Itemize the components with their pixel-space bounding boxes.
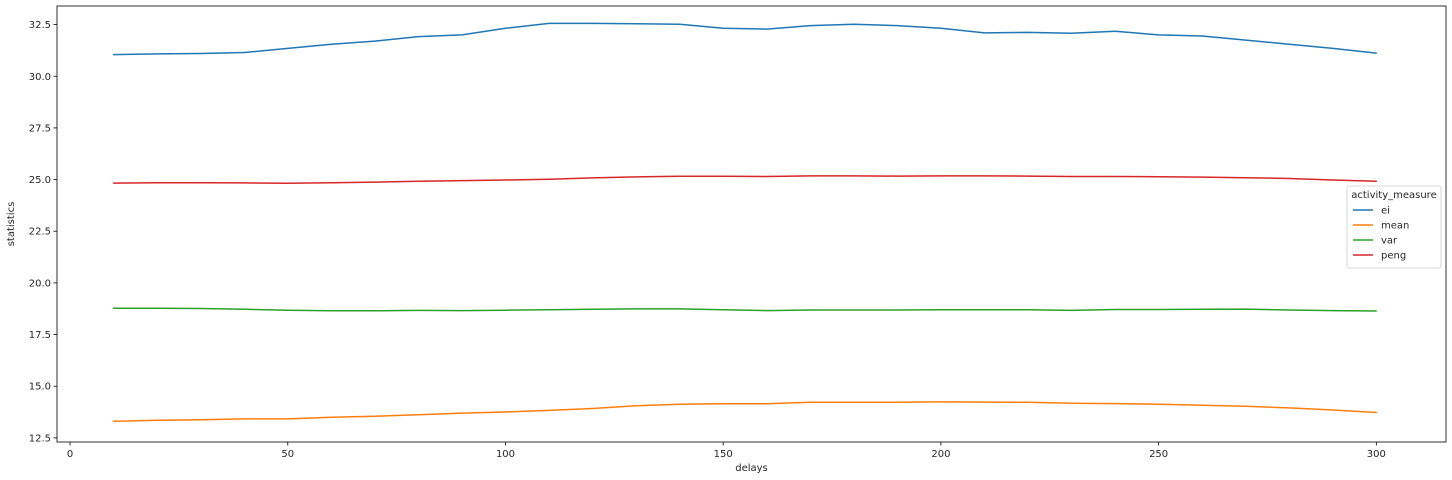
series-line-var bbox=[112, 307, 1378, 312]
y-axis-label: statistics bbox=[6, 202, 17, 247]
y-tick-label: 27.5 bbox=[29, 123, 51, 134]
legend-box bbox=[1346, 185, 1442, 269]
y-tick-label: 12.5 bbox=[29, 433, 51, 444]
x-tick-label: 250 bbox=[1149, 449, 1168, 460]
x-tick-label: 0 bbox=[67, 449, 73, 460]
legend-title: activity_measure bbox=[1351, 190, 1436, 201]
legend-label-var: var bbox=[1381, 236, 1398, 247]
legend: activity_measure ei mean var peng bbox=[1346, 185, 1442, 269]
legend-items: ei mean var peng bbox=[1353, 206, 1409, 262]
x-tick-label: 100 bbox=[496, 449, 515, 460]
series-line-peng bbox=[112, 175, 1378, 185]
legend-label-peng: peng bbox=[1381, 251, 1406, 262]
series-line-mean bbox=[112, 401, 1378, 423]
y-tick-label: 17.5 bbox=[29, 330, 51, 341]
y-tick-label: 20.0 bbox=[29, 278, 51, 289]
legend-label-mean: mean bbox=[1381, 221, 1409, 232]
y-axis-ticks: 12.5 15.0 17.5 20.0 22.5 25.0 27.5 30.0 32.5 bbox=[29, 20, 57, 444]
x-axis-label: delays bbox=[735, 463, 768, 474]
x-axis-ticks: 0 50 100 150 200 250 300 bbox=[67, 442, 1386, 460]
y-tick-label: 32.5 bbox=[29, 20, 51, 31]
y-tick-label: 15.0 bbox=[29, 382, 51, 393]
series-layer bbox=[112, 22, 1378, 423]
y-tick-label: 22.5 bbox=[29, 227, 51, 238]
plot-frame bbox=[56, 5, 1447, 443]
x-tick-label: 150 bbox=[714, 449, 733, 460]
x-tick-label: 50 bbox=[281, 449, 294, 460]
series-line-ei bbox=[112, 22, 1378, 56]
y-tick-label: 25.0 bbox=[29, 175, 51, 186]
x-tick-label: 200 bbox=[931, 449, 950, 460]
y-tick-label: 30.0 bbox=[29, 72, 51, 83]
legend-label-ei: ei bbox=[1381, 206, 1390, 217]
x-tick-label: 300 bbox=[1367, 449, 1386, 460]
